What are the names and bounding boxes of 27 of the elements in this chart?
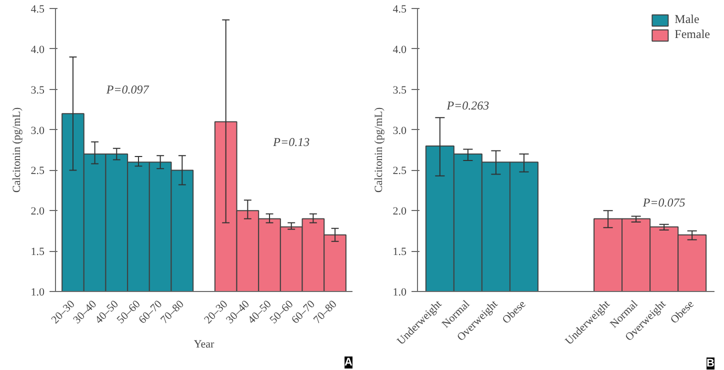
annotation: P=0.075 (642, 196, 686, 210)
y-tick-label: 2.0 (30, 206, 45, 218)
text: A (344, 356, 353, 368)
y-axis-title: Calcitonin (pg/mL) (372, 107, 385, 193)
y-tick-label: 3.0 (392, 124, 407, 137)
y-tick-label: 2.5 (392, 165, 407, 178)
y-tick-label: 4.0 (30, 44, 45, 56)
y-tick-label: 3.5 (392, 84, 407, 96)
y-tick-label: 1.0 (30, 286, 45, 298)
text: B (706, 358, 715, 370)
legend-label: Male (674, 12, 700, 27)
annotation: P=0.263 (446, 98, 490, 113)
y-tick-label: 1.0 (392, 286, 407, 298)
y-tick-label: 1.5 (30, 246, 45, 258)
legend-label: Female (674, 27, 710, 42)
y-axis-title: Calcitonin (pg/mL) (10, 107, 23, 193)
x-axis-title: Year (194, 338, 214, 350)
y-tick-label: 2.0 (392, 206, 407, 218)
y-tick-label: 2.5 (30, 165, 45, 178)
annotation: P=0.13 (272, 134, 310, 149)
y-tick-label: 3.5 (30, 84, 45, 96)
y-tick-label: 1.5 (392, 246, 407, 258)
y-tick-label: 3.0 (30, 124, 45, 137)
y-tick-label: 4.5 (392, 4, 407, 16)
y-tick-label: 4.5 (30, 4, 45, 16)
annotation: P=0.097 (105, 82, 150, 96)
y-tick-label: 4.0 (392, 44, 407, 56)
